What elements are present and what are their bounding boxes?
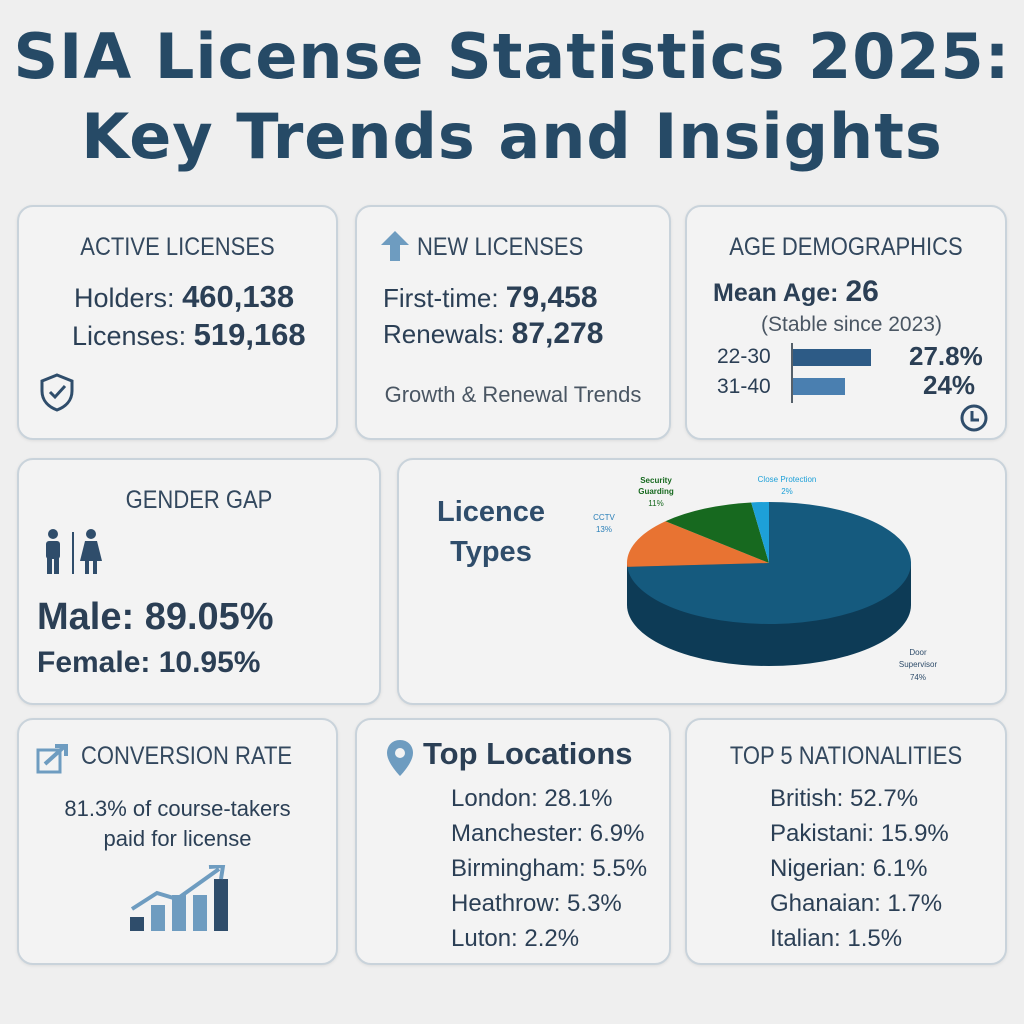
door-supervisor-label: Supervisor xyxy=(899,660,938,669)
active-heading: ACTIVE LICENSES xyxy=(80,233,275,261)
stable-note: (Stable since 2023) xyxy=(761,313,942,336)
age-demographics-card: AGE DEMOGRAPHICS Mean Age: 26 (Stable si… xyxy=(685,205,1007,440)
first-time-label: First-time: xyxy=(383,283,499,313)
map-pin-icon xyxy=(387,740,413,776)
renewals-value: 87,278 xyxy=(511,317,604,350)
title-line-1: SIA License Statistics 2025: xyxy=(13,20,1011,93)
security-guarding-label: Security xyxy=(640,476,672,485)
age-bar-22-30 xyxy=(793,349,871,366)
cctv-label: CCTV xyxy=(593,513,615,522)
holders-value: 460,138 xyxy=(182,279,295,314)
licenses-value: 519,168 xyxy=(193,317,306,352)
location-item: Manchester: 6.9% xyxy=(451,820,645,847)
age-bar-label: 31-40 xyxy=(717,375,771,398)
holders-label: Holders: xyxy=(74,283,175,313)
new-licenses-card: NEW LICENSES First-time: 79,458 Renewals… xyxy=(355,205,671,440)
conversion-rate-card: CONVERSION RATE 81.3% of course-takers p… xyxy=(17,718,338,965)
nationality-item: Pakistani: 15.9% xyxy=(770,820,949,847)
nationality-item: British: 52.7% xyxy=(770,785,919,812)
locations-heading: Top Locations xyxy=(423,736,633,771)
active-licenses-card: ACTIVE LICENSES Holders: 460,138 License… xyxy=(17,205,338,440)
growth-trends-text: Growth & Renewal Trends xyxy=(384,382,642,407)
gender-heading: GENDER GAP xyxy=(125,486,273,514)
top-locations-card: Top Locations London: 28.1% Manchester: … xyxy=(355,718,671,965)
new-heading: NEW LICENSES xyxy=(417,233,584,261)
nationality-item: Italian: 1.5% xyxy=(770,925,903,952)
age-bar-value: 27.8% xyxy=(909,341,983,371)
nationalities-list: British: 52.7% Pakistani: 15.9% Nigerian… xyxy=(770,781,949,956)
gender-gap-card: GENDER GAP Male: 89.05% Female: 10.95% xyxy=(17,458,381,705)
age-bar-31-40 xyxy=(793,378,845,395)
chart-title-line-2: Types xyxy=(450,536,532,568)
shield-check-icon xyxy=(40,373,74,412)
cctv-value: 13% xyxy=(596,525,612,534)
pie-slice-cctv xyxy=(627,521,769,567)
trend-arrow-icon xyxy=(36,744,68,774)
location-item: Birmingham: 5.5% xyxy=(451,855,648,882)
security-guarding-value: 11% xyxy=(648,499,663,508)
mean-age-value: 26 xyxy=(845,275,879,308)
location-item: Heathrow: 5.3% xyxy=(451,890,622,917)
close-protection-label: Close Protection xyxy=(758,475,817,484)
trend-chart-icon xyxy=(130,865,228,931)
female-percentage: Female: 10.95% xyxy=(37,646,261,679)
renewals-label: Renewals: xyxy=(383,319,505,349)
mean-age-label: Mean Age: xyxy=(713,279,839,307)
location-item: London: 28.1% xyxy=(451,785,613,812)
conversion-line-1: 81.3% of course-takers xyxy=(64,796,291,821)
conversion-line-2: paid for license xyxy=(103,826,252,851)
top-nationalities-card: TOP 5 NATIONALITIES British: 52.7% Pakis… xyxy=(685,718,1007,965)
pie-slice-security-guarding xyxy=(665,502,769,563)
pie-slice-door-supervisor xyxy=(627,502,911,624)
arrow-up-icon xyxy=(381,231,409,261)
age-bar-label: 22-30 xyxy=(717,345,771,368)
title-line-2: Key Trends and Insights xyxy=(81,100,943,173)
chart-title-line-1: Licence xyxy=(437,496,545,528)
conversion-heading: CONVERSION RATE xyxy=(81,742,293,770)
nationalities-heading: TOP 5 NATIONALITIES xyxy=(729,742,963,770)
age-heading: AGE DEMOGRAPHICS xyxy=(729,233,963,261)
locations-list: London: 28.1% Manchester: 6.9% Birmingha… xyxy=(451,781,647,956)
pie-slice-close-protection xyxy=(751,502,769,563)
nationality-item: Nigerian: 6.1% xyxy=(770,855,928,882)
door-supervisor-label: Door xyxy=(909,648,927,657)
licenses-label: Licenses: xyxy=(72,321,187,351)
bar-axis xyxy=(791,343,793,403)
nationality-item: Ghanaian: 1.7% xyxy=(770,890,943,917)
first-time-value: 79,458 xyxy=(505,281,598,314)
door-supervisor-value: 74% xyxy=(910,673,926,682)
location-item: Luton: 2.2% xyxy=(451,925,580,952)
male-percentage: Male: 89.05% xyxy=(37,596,274,638)
clock-icon xyxy=(960,404,988,432)
security-guarding-label: Guarding xyxy=(638,487,674,496)
age-bar-value: 24% xyxy=(923,370,976,400)
close-protection-value: 2% xyxy=(781,487,793,496)
male-female-icon xyxy=(46,529,102,574)
